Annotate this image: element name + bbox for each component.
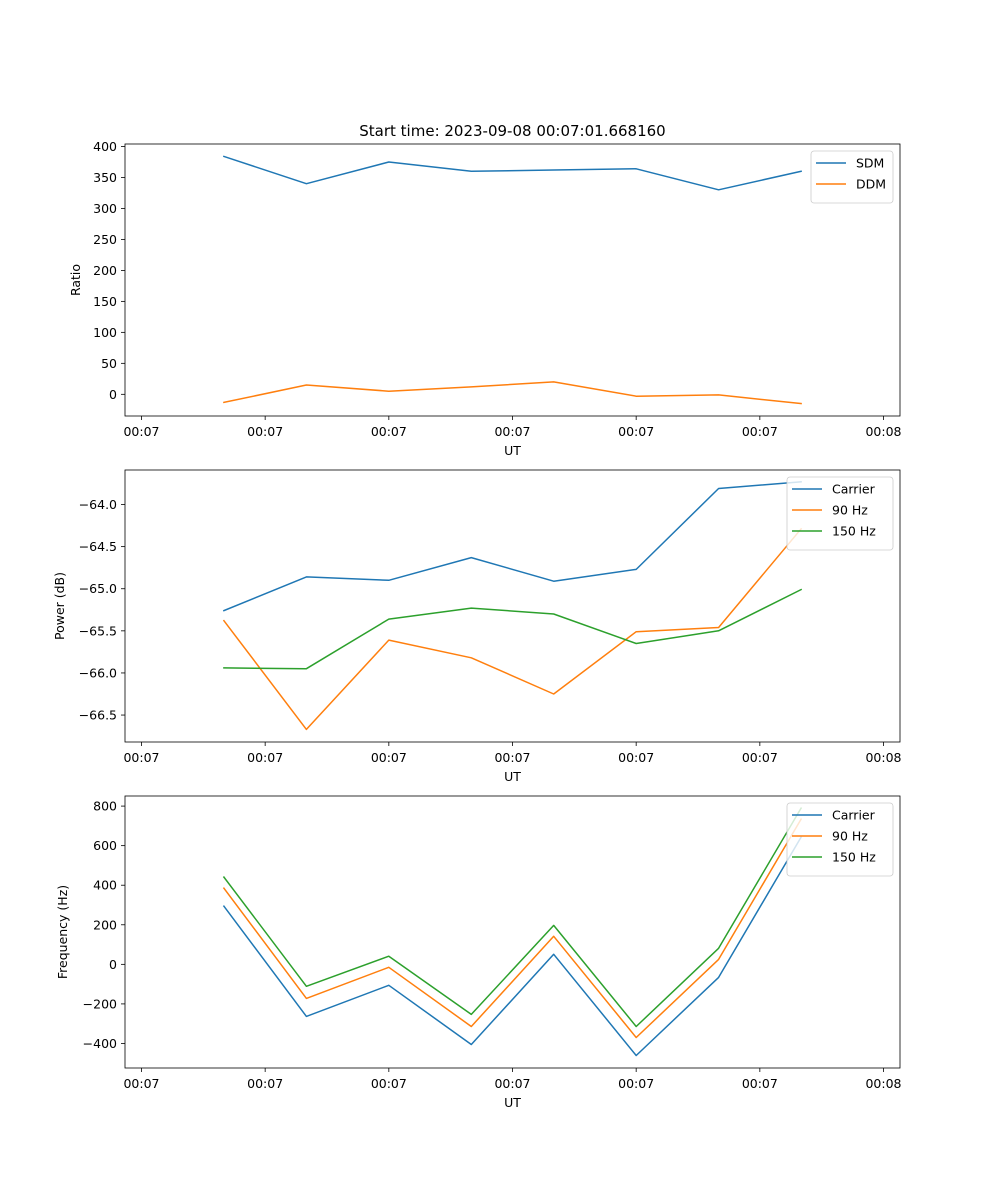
x-tick-label: 00:07 [371, 1076, 407, 1091]
y-tick-label: 200 [93, 263, 117, 278]
legend-label: 150 Hz [832, 850, 876, 865]
y-tick-label: 150 [93, 294, 117, 309]
series-line-150-hz [223, 588, 803, 670]
legend-label: DDM [856, 177, 886, 192]
x-tick-label: 00:07 [247, 1076, 283, 1091]
x-axis-label: UT [504, 1095, 521, 1110]
x-tick-label: 00:07 [123, 750, 159, 765]
legend: Carrier 90 Hz 150 Hz [786, 476, 894, 551]
y-axis-label: Frequency (Hz) [55, 885, 70, 979]
x-tick-label: 00:07 [742, 1076, 778, 1091]
y-tick-label: 200 [93, 917, 117, 932]
ratio-panel: 00:07 00:07 00:07 00:07 00:07 00:07 00:08 0 50 10… [68, 139, 902, 458]
y-tick-label: −66.0 [79, 665, 117, 680]
x-tick-label: 00:07 [742, 424, 778, 439]
y-tick-label: 800 [93, 799, 117, 814]
y-tick-label: −64.0 [79, 497, 117, 512]
x-tick-label: 00:07 [494, 424, 530, 439]
series-line-carrier [222, 480, 802, 612]
y-tick-label: 600 [93, 838, 117, 853]
x-tick-label: 00:07 [247, 750, 283, 765]
x-tick-label: 00:07 [123, 1076, 159, 1091]
y-tick-label: −66.5 [79, 708, 117, 723]
y-tick-label: 400 [93, 878, 117, 893]
x-tick-label: 00:07 [371, 424, 407, 439]
frequency-panel: 00:07 00:07 00:07 00:07 00:07 00:07 00:08 −400 −… [55, 795, 902, 1110]
x-tick-label: 00:07 [618, 1076, 654, 1091]
y-tick-label: 250 [93, 232, 117, 247]
x-tick-label: 00:07 [494, 750, 530, 765]
legend-label: Carrier [832, 482, 876, 497]
legend-box [810, 150, 894, 204]
x-tick-label: 00:08 [865, 424, 901, 439]
y-tick-label: 50 [101, 356, 117, 371]
x-tick-label: 00:07 [742, 750, 778, 765]
legend-label: SDM [856, 156, 884, 171]
y-axis-label: Ratio [68, 264, 83, 296]
figure-title: Start time: 2023-09-08 00:07:01.668160 [359, 122, 665, 140]
y-tick-label: −65.5 [79, 623, 117, 638]
power-panel: 00:07 00:07 00:07 00:07 00:07 00:07 00:08 −66.5… [52, 469, 902, 784]
y-tick-label: 0 [109, 387, 117, 402]
y-tick-label: 350 [93, 170, 117, 185]
legend-label: 90 Hz [832, 829, 868, 844]
y-axis-label: Power (dB) [52, 572, 67, 640]
y-tick-label: 300 [93, 201, 117, 216]
subplots: 00:07 00:07 00:07 00:07 00:07 00:07 00:08 0 50 10… [52, 139, 902, 1110]
legend-label: Carrier [832, 808, 876, 823]
y-tick-label: −400 [83, 1036, 117, 1051]
legend-label: 150 Hz [832, 524, 876, 539]
series-line-carrier [222, 836, 803, 1057]
series-line-90-hz [222, 818, 803, 1039]
y-tick-label: 100 [93, 325, 117, 340]
x-tick-label: 00:07 [618, 424, 654, 439]
y-tick-label: −65.0 [79, 581, 117, 596]
x-tick-label: 00:07 [123, 424, 159, 439]
legend: Carrier 90 Hz 150 Hz [786, 802, 894, 877]
y-tick-label: 400 [93, 139, 117, 154]
x-tick-label: 00:07 [618, 750, 654, 765]
x-tick-label: 00:07 [494, 1076, 530, 1091]
x-tick-label: 00:08 [865, 1076, 901, 1091]
x-axis-label: UT [504, 769, 521, 784]
x-tick-label: 00:07 [371, 750, 407, 765]
legend: SDM DDM [810, 150, 894, 204]
series-line-150-hz [222, 807, 803, 1028]
y-tick-label: −200 [83, 996, 117, 1011]
y-tick-label: −64.5 [79, 539, 117, 554]
series-line-90-hz [222, 527, 803, 731]
series-line-ddm [223, 381, 802, 405]
x-tick-label: 00:07 [247, 424, 283, 439]
x-axis-label: UT [504, 443, 521, 458]
y-tick-label: 0 [109, 957, 117, 972]
x-tick-label: 00:08 [865, 750, 901, 765]
legend-label: 90 Hz [832, 503, 868, 518]
series-line-sdm [222, 155, 802, 191]
